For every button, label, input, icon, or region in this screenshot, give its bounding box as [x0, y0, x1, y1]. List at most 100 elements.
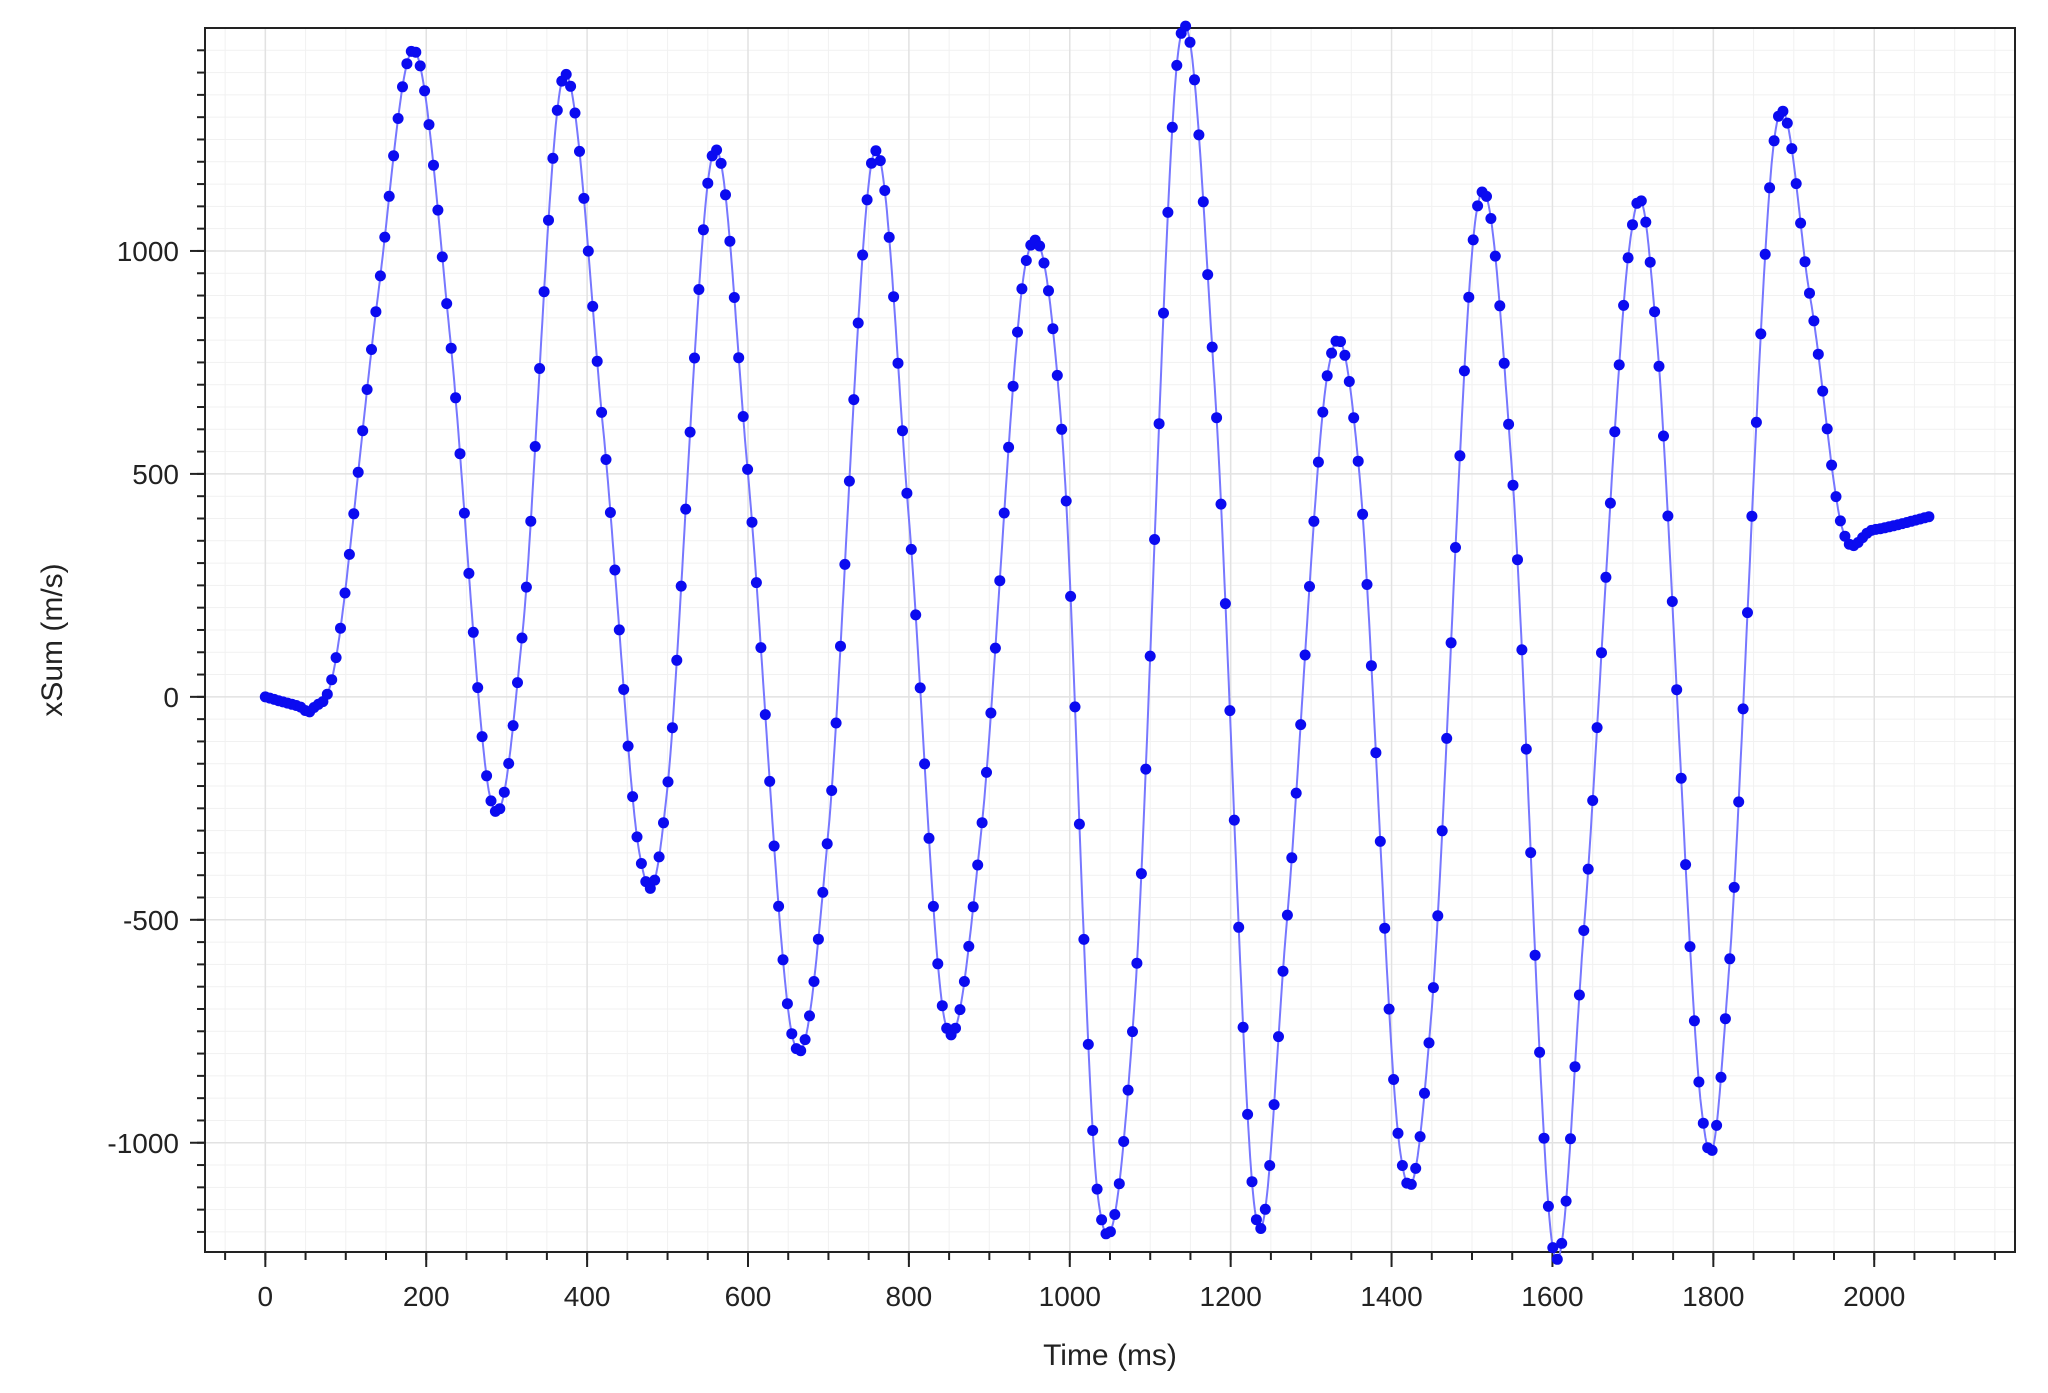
data-point-marker — [357, 425, 369, 437]
data-point-marker — [927, 900, 939, 912]
data-point-marker — [923, 832, 935, 844]
data-point-marker — [450, 392, 462, 404]
data-point-marker — [503, 758, 515, 769]
data-point-marker — [631, 831, 643, 843]
data-point-marker — [1680, 859, 1692, 871]
data-point-marker — [600, 454, 612, 465]
data-point-marker — [1790, 178, 1802, 190]
data-point-marker — [1304, 581, 1315, 592]
data-point-marker — [901, 487, 913, 499]
data-point-marker — [1219, 598, 1231, 610]
data-point-marker — [671, 654, 683, 666]
data-point-marker — [666, 722, 678, 734]
data-point-marker — [432, 204, 444, 216]
data-point-marker — [799, 1034, 811, 1046]
data-point-marker — [1653, 360, 1665, 372]
data-point-marker — [1392, 1127, 1404, 1139]
data-point-marker — [1228, 814, 1240, 826]
data-point-marker — [494, 803, 506, 815]
data-point-marker — [1693, 1076, 1705, 1088]
data-point-marker — [1821, 423, 1833, 435]
data-point-marker — [1374, 835, 1386, 847]
data-point-marker — [1733, 796, 1745, 808]
data-point-marker — [604, 507, 616, 518]
data-point-marker — [826, 785, 838, 796]
data-point-marker — [976, 817, 988, 829]
data-point-marker — [1520, 743, 1532, 755]
data-point-marker — [1335, 336, 1346, 348]
data-point-marker — [1140, 763, 1152, 775]
data-point-marker — [587, 300, 599, 312]
x-tick-label: 600 — [725, 1281, 772, 1312]
data-point-marker — [436, 251, 448, 263]
data-point-marker — [1423, 1037, 1435, 1049]
data-point-marker — [963, 940, 975, 952]
data-point-marker — [1237, 1021, 1249, 1033]
data-point-marker — [773, 900, 785, 912]
data-point-marker — [1193, 129, 1205, 141]
data-point-marker — [1056, 423, 1068, 435]
data-point-marker — [1600, 571, 1612, 583]
data-point-marker — [839, 558, 851, 570]
data-point-marker — [1728, 881, 1740, 893]
data-point-marker — [1795, 217, 1807, 229]
data-point-marker — [1485, 213, 1497, 224]
data-point-marker — [1286, 852, 1298, 864]
data-point-marker — [764, 775, 776, 787]
data-point-marker — [520, 581, 532, 593]
data-point-marker — [1206, 341, 1218, 353]
data-point-marker — [1472, 200, 1484, 212]
data-point-marker — [538, 286, 550, 298]
data-point-marker — [1454, 450, 1466, 462]
data-point-marker — [1538, 1132, 1550, 1144]
data-point-marker — [1697, 1117, 1709, 1129]
data-point-marker — [1644, 256, 1656, 268]
data-point-marker — [870, 145, 882, 157]
data-point-marker — [720, 189, 731, 201]
data-point-marker — [1414, 1131, 1426, 1143]
data-point-marker — [613, 624, 625, 636]
data-point-marker — [994, 575, 1006, 587]
data-point-marker — [808, 976, 820, 987]
data-point-marker — [635, 858, 647, 869]
x-axis-title: Time (ms) — [1043, 1339, 1177, 1372]
data-point-marker — [1746, 510, 1758, 522]
data-point-marker — [410, 46, 422, 58]
data-point-marker — [1370, 747, 1382, 759]
axis-ticks — [190, 49, 1996, 1267]
data-point-marker — [1180, 20, 1192, 32]
data-point-marker — [1144, 650, 1156, 662]
data-point-marker — [684, 426, 696, 438]
data-point-marker — [919, 758, 931, 770]
data-point-marker — [817, 886, 829, 898]
data-point-marker — [1189, 74, 1200, 86]
data-point-marker — [1808, 315, 1820, 327]
data-point-marker — [1202, 269, 1214, 281]
data-point-marker — [1799, 256, 1811, 268]
data-point-marker — [379, 231, 391, 243]
data-point-marker — [883, 231, 895, 243]
data-point-marker — [574, 145, 585, 157]
data-point-marker — [702, 177, 714, 189]
data-point-marker — [1427, 982, 1439, 994]
data-point-marker — [1016, 283, 1028, 295]
data-point-marker — [1171, 59, 1183, 71]
data-point-marker — [888, 291, 900, 303]
data-point-marker — [1834, 515, 1846, 527]
data-point-marker — [1043, 285, 1054, 297]
data-point-marker — [1317, 406, 1329, 418]
data-point-marker — [1321, 370, 1333, 382]
data-point-marker — [330, 652, 342, 664]
data-point-marker — [366, 344, 377, 355]
data-point-marker — [1755, 328, 1767, 340]
data-point-marker — [1312, 456, 1324, 468]
data-point-marker — [1503, 418, 1515, 430]
data-point-marker — [843, 475, 855, 487]
data-point-marker — [1432, 910, 1444, 922]
data-point-marker — [932, 958, 944, 970]
data-point-marker — [733, 352, 745, 364]
data-point-marker — [981, 766, 992, 778]
data-point-marker — [989, 642, 1001, 654]
tick-labels: 0 200 400 600 800 1000 1200 1400 1600 1800 2000 100… — [107, 236, 1905, 1312]
data-point-marker — [1719, 1013, 1731, 1025]
